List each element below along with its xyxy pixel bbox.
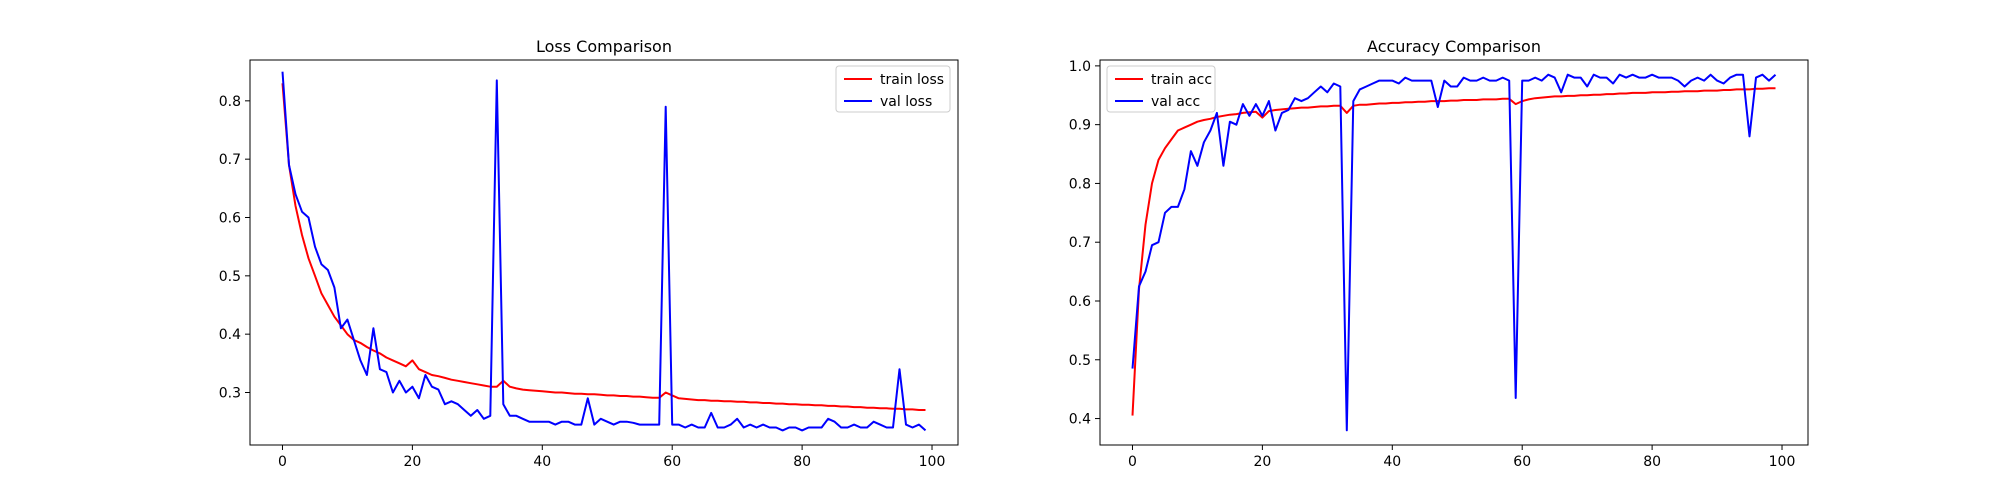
loss-ytick-label: 0.8 — [219, 94, 241, 110]
loss-series-val-line — [281, 71, 927, 432]
accuracy-ytick-label: 0.4 — [1069, 412, 1091, 428]
accuracy-plot-frame — [1099, 59, 1809, 446]
accuracy-chart-title: Accuracy Comparison — [1367, 37, 1541, 56]
loss-legend-label-val: val loss — [880, 94, 932, 110]
accuracy-legend: train acc val acc — [1106, 65, 1216, 113]
loss-xtick-label: 20 — [403, 454, 421, 470]
accuracy-ytick-label: 0.6 — [1069, 294, 1091, 310]
accuracy-series-layer — [1131, 73, 1777, 432]
loss-xtick-label: 100 — [919, 454, 946, 470]
loss-plot-frame — [249, 59, 959, 446]
accuracy-xtick-label: 20 — [1253, 454, 1271, 470]
accuracy-xticks: 0 20 40 60 80 100 — [1128, 445, 1795, 470]
accuracy-ytick-label: 0.8 — [1069, 176, 1091, 192]
loss-chart-title: Loss Comparison — [536, 37, 672, 56]
accuracy-ytick-label: 1.0 — [1069, 59, 1091, 75]
accuracy-xtick-label: 100 — [1769, 454, 1796, 470]
accuracy-xtick-label: 60 — [1513, 454, 1531, 470]
accuracy-xtick-label: 80 — [1643, 454, 1661, 470]
loss-ytick-label: 0.6 — [219, 211, 241, 227]
loss-xtick-label: 40 — [533, 454, 551, 470]
loss-xtick-label: 60 — [663, 454, 681, 470]
loss-ytick-label: 0.5 — [219, 269, 241, 285]
accuracy-legend-label-val: val acc — [1151, 94, 1200, 110]
loss-xticks: 0 20 40 60 80 100 — [278, 445, 945, 470]
accuracy-ytick-label: 0.9 — [1069, 118, 1091, 134]
loss-ytick-label: 0.4 — [219, 327, 241, 343]
loss-ytick-label: 0.7 — [219, 152, 241, 168]
accuracy-xtick-label: 0 — [1128, 454, 1137, 470]
accuracy-ytick-label: 0.5 — [1069, 353, 1091, 369]
loss-series-layer — [281, 71, 927, 432]
loss-legend: train loss val loss — [835, 65, 951, 113]
accuracy-chart: Accuracy Comparison 0 20 40 60 80 100 0.40.50… — [1069, 37, 1809, 470]
accuracy-yticks: 0.4 0.5 0.6 0.7 0.8 0.9 1.0 — [1069, 59, 1100, 428]
accuracy-series-val-line — [1131, 73, 1777, 432]
loss-yticks: 0.3 0.4 0.5 0.6 0.7 0.8 — [219, 94, 250, 402]
loss-ytick-label: 0.3 — [219, 386, 241, 402]
loss-xtick-label: 80 — [793, 454, 811, 470]
accuracy-xtick-label: 40 — [1383, 454, 1401, 470]
loss-legend-label-train: train loss — [880, 72, 944, 88]
accuracy-legend-label-train: train acc — [1151, 72, 1212, 88]
loss-xtick-label: 0 — [278, 454, 287, 470]
loss-chart: Loss Comparison 0 20 40 60 80 100 0.30.40.50.… — [219, 37, 959, 470]
loss-series-train-line — [281, 83, 926, 411]
accuracy-ytick-label: 0.7 — [1069, 235, 1091, 251]
